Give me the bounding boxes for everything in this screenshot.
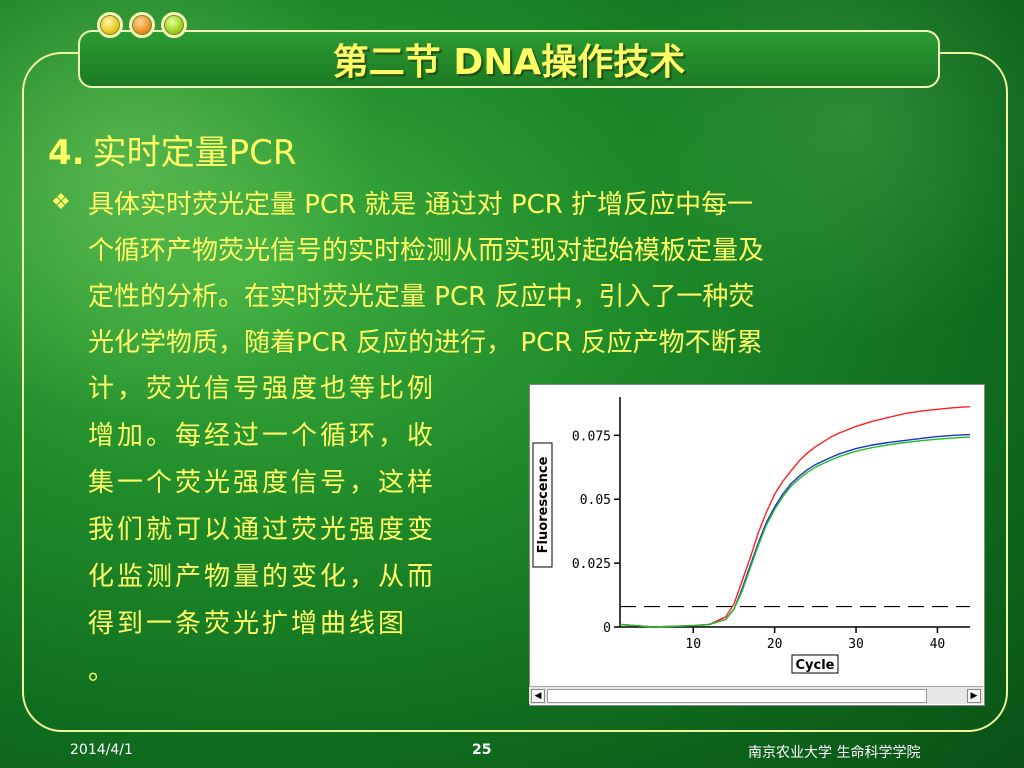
slide-title: 第二节 DNA操作技术	[332, 42, 686, 83]
y-tick-label: 0.025	[572, 557, 611, 572]
paragraph-line: 集一个荧光强度信号，这样	[88, 468, 437, 498]
footer-date: 2014/4/1	[70, 742, 133, 758]
paragraph-line: 增加。每经过一个循环，收	[88, 421, 437, 451]
y-tick-label: 0	[603, 621, 611, 636]
x-axis-label: Cycle	[796, 658, 835, 673]
heading-number: 4.	[48, 133, 85, 173]
bullet-diamond-icon: ❖	[51, 190, 71, 215]
paragraph-column: 计，荧光信号强度也等比例 增加。每经过一个循环，收 集一个荧光强度信号，这样 我…	[88, 366, 508, 695]
footer-page-number: 25	[472, 742, 492, 758]
x-tick-label: 10	[685, 637, 701, 652]
paragraph-line: 具体实时荧光定量 PCR 就是 通过对 PCR 扩增反应中每一	[88, 190, 754, 220]
x-axis-label-box	[791, 654, 839, 674]
amplification-curve	[619, 406, 971, 628]
x-tick-label: 40	[930, 637, 946, 652]
title-bar: 第二节 DNA操作技术	[78, 30, 940, 88]
amplification-chart: 0 0.025 0.05 0.075 10 20 30 40 Cycle Fluorescence	[532, 397, 971, 674]
amplification-chart-panel: 0 0.025 0.05 0.075 10 20 30 40 Cycle Fluorescence	[529, 384, 985, 706]
y-axis-label: Fluorescence	[536, 456, 551, 553]
y-tick-label: 0.05	[580, 493, 611, 508]
x-tick-label: 20	[767, 637, 783, 652]
paragraph-line: 。	[88, 656, 118, 686]
paragraph-line: 计，荧光信号强度也等比例	[88, 374, 437, 404]
paragraph-line: 我们就可以通过荧光强度变	[88, 515, 437, 545]
paragraph-line: 化监测产物量的变化，从而	[88, 562, 437, 592]
paragraph-line: 定性的分析。在实时荧光定量 PCR 反应中，引入了一种荧	[88, 282, 755, 312]
y-axis-label-box	[532, 442, 553, 568]
amplification-curve	[619, 436, 971, 628]
heading-text: 实时定量PCR	[92, 133, 297, 173]
scroll-thumb[interactable]	[547, 689, 927, 703]
y-tick-label: 0.075	[572, 429, 611, 444]
decorative-dots	[97, 12, 187, 38]
x-tick-label: 30	[848, 637, 864, 652]
scroll-right-icon[interactable]: ▶	[967, 689, 981, 703]
green-dot-icon	[161, 12, 187, 38]
footer-organization: 南京农业大学 生命科学学院	[748, 745, 921, 761]
paragraph-line: 光化学物质，随着PCR 反应的进行， PCR 反应产物不断累	[88, 328, 763, 358]
section-heading: 4. 实时定量PCR	[48, 125, 296, 174]
horizontal-scrollbar[interactable]: ◀ ▶	[529, 686, 983, 704]
yellow-dot-icon	[97, 12, 123, 38]
orange-dot-icon	[129, 12, 155, 38]
scroll-left-icon[interactable]: ◀	[531, 689, 545, 703]
amplification-curve	[619, 433, 971, 628]
paragraph-line: 得到一条荧光扩增曲线图	[88, 609, 408, 639]
paragraph-line: 个循环产物荧光信号的实时检测从而实现对起始模板定量及	[88, 236, 765, 266]
